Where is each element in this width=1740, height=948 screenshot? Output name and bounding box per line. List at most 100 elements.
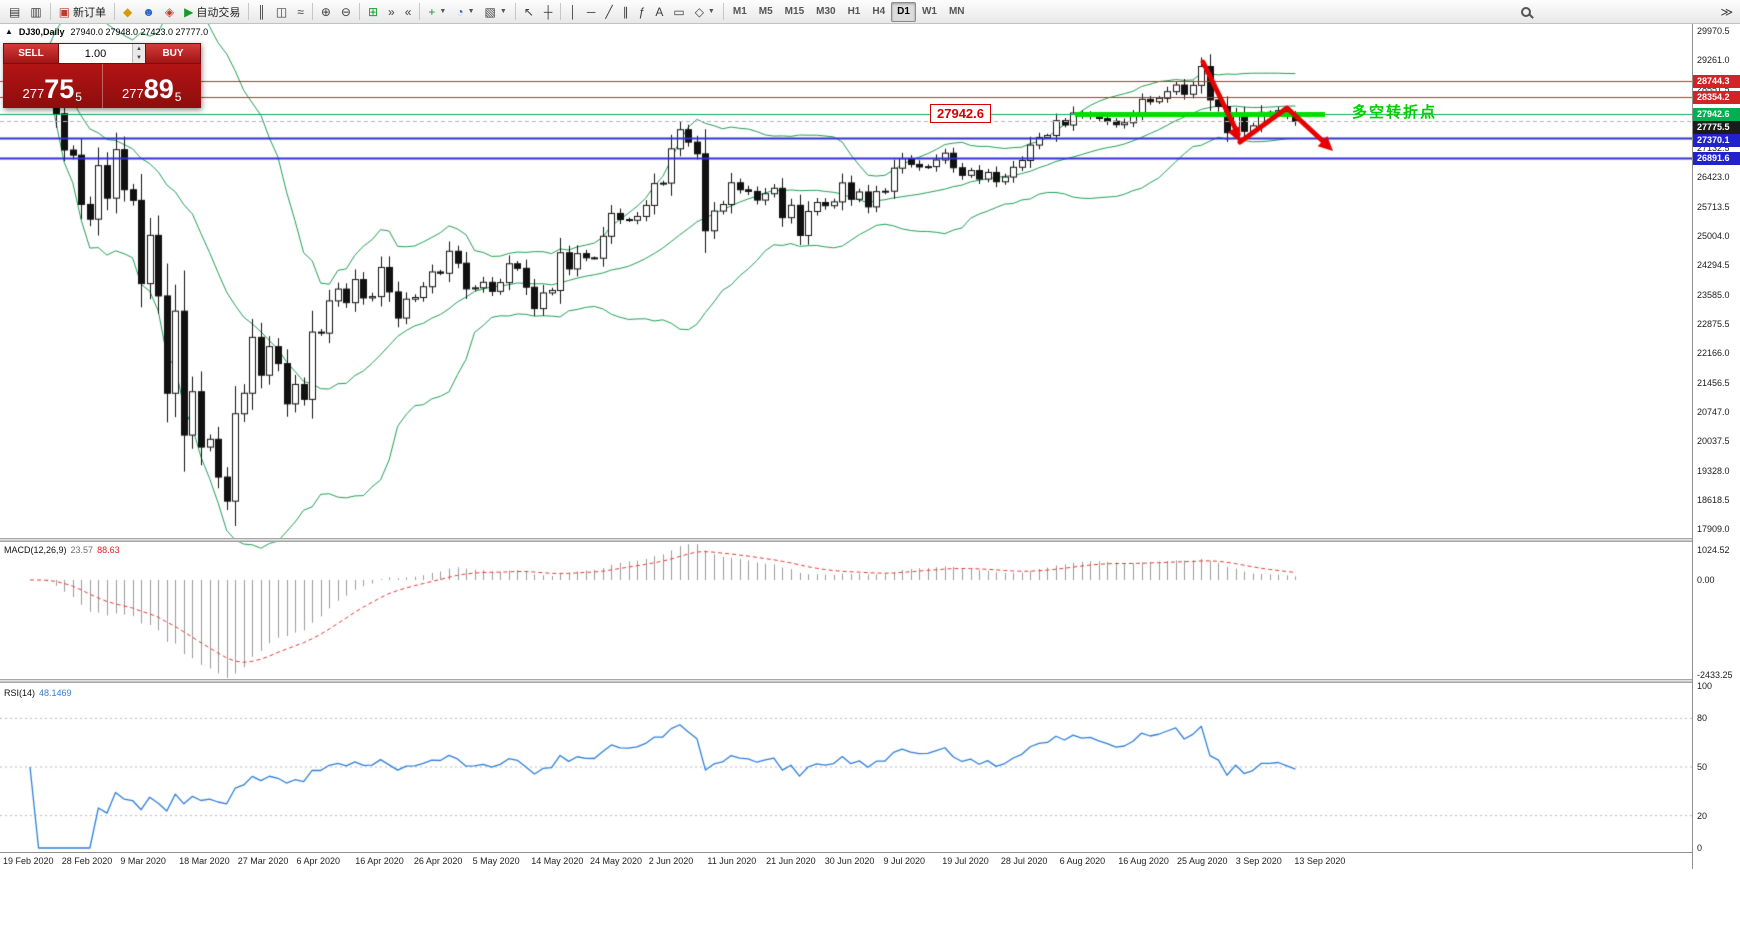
templates-button[interactable]: ▧ ▼	[480, 2, 512, 22]
macd-axis-label: 1024.52	[1697, 545, 1730, 555]
history-center-button[interactable]: ◆	[118, 2, 137, 22]
price-axis-tick: 18618.5	[1697, 495, 1730, 505]
tile-windows-button[interactable]: ⊞	[363, 2, 383, 22]
trade-panel-header: SELL 1.00 ▲ ▼ BUY	[3, 43, 201, 64]
price-axis-tick: 25004.0	[1697, 230, 1730, 241]
community-button[interactable]: ☻	[137, 2, 160, 22]
lot-increase-button[interactable]: ▲	[133, 44, 145, 54]
date-axis[interactable]: 19 Feb 2020 28 Feb 2020 9 Mar 2020 18 Mar 2…	[0, 852, 1692, 869]
tf-mn-button[interactable]: MN	[943, 2, 971, 22]
macd-pane-separator[interactable]	[0, 538, 1692, 542]
lot-decrease-button[interactable]: ▼	[133, 53, 145, 63]
toolbar-overflow-icon: ≫	[1720, 5, 1733, 19]
one-click-panel-toggle-icon[interactable]: ▲	[5, 27, 13, 36]
trade-panel-quotes: 277 75 5 277 89 5	[3, 64, 201, 108]
tf-h4-button[interactable]: H4	[866, 2, 891, 22]
sell-price-digits: 277	[22, 85, 45, 101]
history-center-icon: ◆	[123, 4, 133, 19]
chart-shift-button[interactable]: «	[400, 2, 417, 22]
horizontal-line-icon: ─	[586, 4, 596, 19]
toolbar-separator	[722, 3, 724, 20]
price-level-axis-box: 27775.5	[1693, 121, 1740, 135]
fibonacci-button[interactable]: ƒ	[634, 2, 651, 22]
sell-button[interactable]: SELL	[3, 43, 59, 64]
date-axis-tick: 30 Jun 2020	[824, 856, 875, 866]
autotrading-button[interactable]: ▶ 自动交易	[179, 2, 245, 22]
price-axis-tick: 17909.0	[1697, 524, 1730, 535]
rsi-pane-separator[interactable]	[0, 679, 1692, 683]
cursor-icon: ↖	[523, 4, 534, 19]
bar-chart-button[interactable]: ║	[252, 2, 271, 22]
auto-scroll-button[interactable]: »	[383, 2, 400, 22]
price-level-tag[interactable]: 27942.6	[930, 104, 991, 123]
toolbar-overflow-button[interactable]: ≫	[1715, 2, 1738, 22]
lot-size-field[interactable]: 1.00 ▲ ▼	[59, 43, 145, 64]
new-chart-button[interactable]: ▤	[4, 2, 25, 22]
zoom-in-button[interactable]: ⊕	[316, 2, 336, 22]
indicators-button[interactable]: + ▼	[423, 2, 451, 22]
profiles-icon: ▥	[30, 4, 42, 19]
price-level-axis-box: 28744.3	[1693, 75, 1740, 89]
crosshair-button[interactable]: ┼	[539, 2, 558, 22]
price-axis-tick: 27132.5	[1697, 142, 1730, 153]
periods-button[interactable]: ◔ ▼	[451, 2, 479, 22]
date-axis-tick: 28 Jul 2020	[1000, 856, 1048, 866]
toolbar-separator	[358, 3, 360, 20]
channel-button[interactable]: ∥	[618, 2, 634, 22]
tf-m15-button[interactable]: M15	[779, 2, 810, 22]
tf-d1-button[interactable]: D1	[891, 1, 916, 22]
search-icon	[1521, 7, 1531, 17]
shapes-dropdown-icon[interactable]: ▼	[707, 8, 715, 15]
indicators-dropdown-icon[interactable]: ▼	[439, 8, 447, 15]
periods-icon: ◔	[456, 4, 464, 19]
price-axis-tick: 20747.0	[1697, 406, 1730, 417]
trendline-button[interactable]: ╱	[600, 2, 617, 22]
candlestick-chart-button[interactable]: ◫	[271, 2, 292, 22]
toolbar-separator	[114, 3, 116, 20]
tf-m1-button[interactable]: M1	[727, 2, 753, 22]
line-chart-icon: ≈	[297, 4, 304, 19]
line-chart-button[interactable]: ≈	[292, 2, 309, 22]
toolbar-separator	[560, 3, 562, 20]
label-button[interactable]: ▭	[668, 2, 689, 22]
date-axis-tick: 25 Aug 2020	[1177, 856, 1228, 866]
new-order-icon: ▣	[58, 4, 71, 19]
vertical-line-button[interactable]: │	[564, 2, 582, 22]
price-axis[interactable]: 29970.529261.028551.527842.027132.526423…	[1692, 24, 1740, 869]
tf-h1-button[interactable]: H1	[842, 2, 867, 22]
new-order-button[interactable]: ▣ 新订单	[54, 2, 111, 22]
templates-dropdown-icon[interactable]: ▼	[499, 8, 507, 15]
macd-main-value: 23.57	[70, 545, 94, 555]
date-axis-tick: 3 Sep 2020	[1235, 856, 1282, 866]
turning-point-note[interactable]: 多空转折点	[1352, 104, 1438, 121]
periods-dropdown-icon[interactable]: ▼	[467, 8, 475, 15]
sell-price[interactable]: 277 75 5	[3, 64, 103, 108]
buy-price[interactable]: 277 89 5	[103, 64, 202, 108]
buy-price-digits: 277	[122, 85, 144, 101]
macd-label: MACD(12,26,9) 23.57 88.63	[4, 545, 120, 555]
community-icon: ☻	[142, 4, 155, 19]
tf-m30-button[interactable]: M30	[810, 2, 841, 22]
crosshair-icon: ┼	[543, 4, 553, 19]
lot-size-value[interactable]: 1.00	[84, 47, 107, 60]
toolbar-separator	[514, 3, 516, 20]
shapes-button[interactable]: ◇ ▼	[690, 2, 720, 22]
horizontal-line-button[interactable]: ─	[582, 2, 601, 22]
autotrading-label: 自动交易	[196, 6, 241, 19]
zoom-out-button[interactable]: ⊖	[336, 2, 356, 22]
cursor-button[interactable]: ↖	[519, 2, 539, 22]
profiles-button[interactable]: ▥	[25, 2, 46, 22]
chart-canvas[interactable]	[0, 24, 1692, 852]
strategy-tester-button[interactable]: ◈	[160, 2, 179, 22]
tf-w1-button[interactable]: W1	[916, 2, 943, 22]
price-level-axis-box: 27942.6	[1693, 108, 1740, 122]
vertical-line-icon: │	[569, 4, 577, 19]
text-button[interactable]: A	[650, 2, 668, 22]
chart-info-line: ▲ DJ30,Daily 27940.0 27948.0 27423.0 277…	[5, 27, 208, 37]
buy-button[interactable]: BUY	[145, 43, 201, 64]
one-click-trading-panel: SELL 1.00 ▲ ▼ BUY 277 75 5 277 89 5	[3, 43, 201, 108]
tf-m5-button[interactable]: M5	[753, 2, 779, 22]
date-axis-tick: 19 Jul 2020	[942, 856, 989, 866]
search-button[interactable]	[1516, 2, 1536, 22]
toolbar-separator	[419, 3, 421, 20]
